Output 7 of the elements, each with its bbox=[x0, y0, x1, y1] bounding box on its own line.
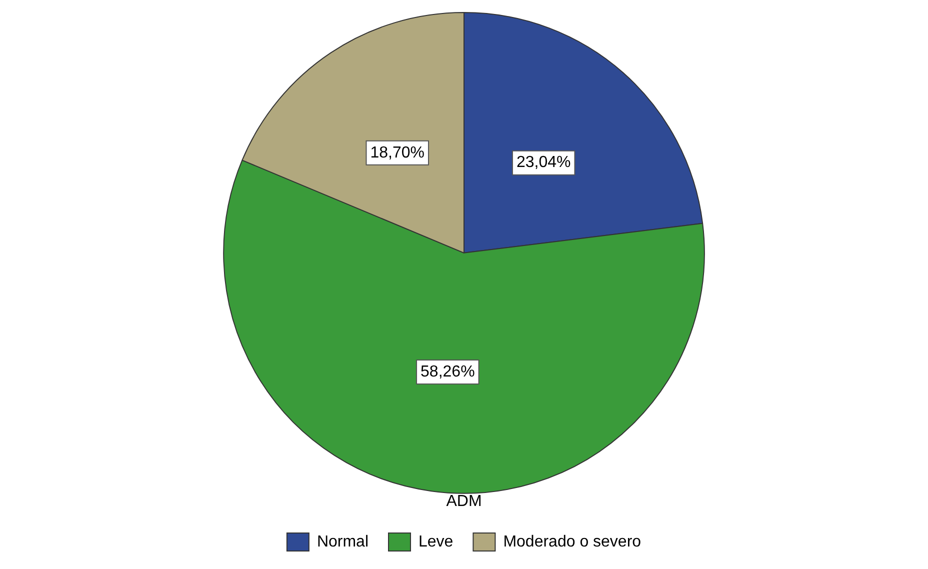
legend-label: Normal bbox=[316, 533, 369, 550]
legend-title: ADM bbox=[446, 493, 482, 510]
data-label: 58,26% bbox=[420, 363, 475, 380]
data-label: 18,70% bbox=[370, 144, 425, 162]
legend-label: Moderado o severo bbox=[503, 533, 642, 550]
data-label: 23,04% bbox=[516, 154, 571, 172]
legend-label: Leve bbox=[418, 533, 454, 550]
